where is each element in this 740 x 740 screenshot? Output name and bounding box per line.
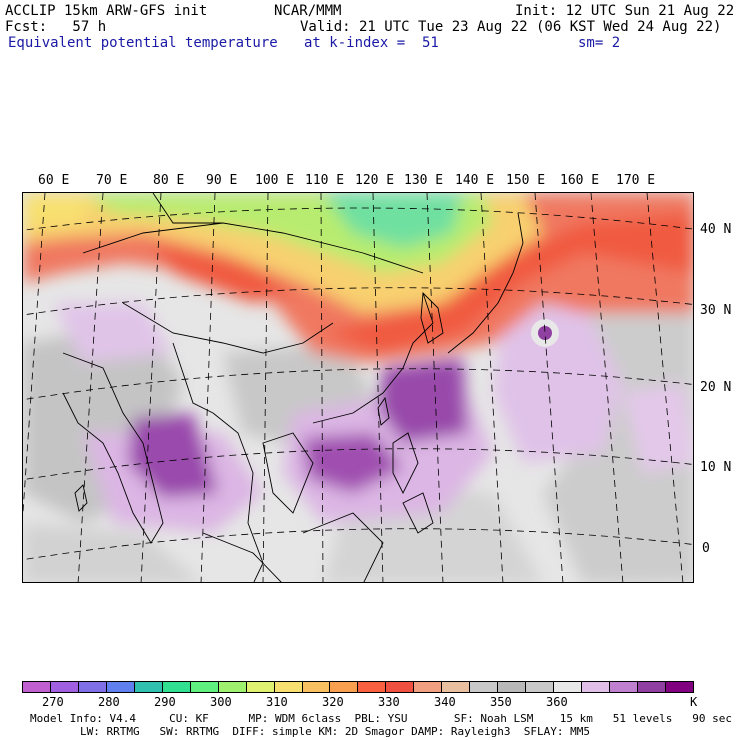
lat-label: 0 <box>702 541 710 556</box>
smoothing-label: sm= 2 <box>578 35 621 51</box>
colorbar-tick: 340 <box>434 695 456 709</box>
lon-label: 130 E <box>404 173 444 188</box>
lat-label: 20 N <box>700 380 732 395</box>
colorbar-cell <box>78 682 107 692</box>
lon-label: 150 E <box>506 173 546 188</box>
colorbar-tick: 360 <box>546 695 568 709</box>
theta-e-map <box>22 192 694 583</box>
colorbar-cell <box>442 682 471 692</box>
valid-time: Valid: 21 UTC Tue 23 Aug 22 (06 KST Wed … <box>300 19 722 35</box>
lat-label: 10 N <box>700 460 732 475</box>
map-canvas <box>23 193 693 582</box>
colorbar-cell <box>246 682 275 692</box>
colorbar-cell <box>470 682 499 692</box>
colorbar-tick: 270 <box>42 695 64 709</box>
colorbar-cell <box>330 682 359 692</box>
colorbar-tick: 290 <box>154 695 176 709</box>
lat-label: 40 N <box>700 222 732 237</box>
colorbar-cell <box>414 682 443 692</box>
init-time: Init: 12 UTC Sun 21 Aug 22 <box>515 3 735 19</box>
model-info: Model Info: V4.4 CU: KF MP: WDM 6class P… <box>30 712 732 725</box>
colorbar-cell <box>526 682 555 692</box>
colorbar-cell <box>358 682 387 692</box>
field-name: Equivalent potential temperature <box>8 35 278 51</box>
lon-label: 70 E <box>96 173 128 188</box>
lon-label: 60 E <box>38 173 70 188</box>
colorbar-cell <box>554 682 583 692</box>
colorbar-cell <box>274 682 303 692</box>
lon-label: 80 E <box>153 173 185 188</box>
colorbar-cell <box>610 682 638 692</box>
lon-label: 90 E <box>206 173 238 188</box>
lon-label: 100 E <box>255 173 295 188</box>
colorbar-cell <box>218 682 247 692</box>
k-index-label: at k-index = 51 <box>304 35 439 51</box>
colorbar-cell <box>190 682 219 692</box>
forecast-hour: Fcst: 57 h <box>5 19 107 35</box>
colorbar-tick: 320 <box>322 695 344 709</box>
colorbar-cell <box>50 682 79 692</box>
colorbar-cell <box>162 682 191 692</box>
colorbar-cell <box>386 682 415 692</box>
lat-label: 30 N <box>700 303 732 318</box>
lon-label: 120 E <box>355 173 395 188</box>
colorbar-cell <box>582 682 611 692</box>
colorbar-tick: 280 <box>98 695 120 709</box>
model-physics: LW: RRTMG SW: RRTMG DIFF: simple KM: 2D … <box>80 725 590 738</box>
colorbar-cell <box>134 682 163 692</box>
colorbar-cell <box>23 682 51 692</box>
lon-label: 170 E <box>616 173 656 188</box>
colorbar-cell <box>498 682 527 692</box>
colorbar-tick: 330 <box>378 695 400 709</box>
colorbar-unit: K <box>690 695 698 709</box>
lon-label: 110 E <box>305 173 345 188</box>
colorbar-cell <box>637 682 666 692</box>
colorbar-tick: 310 <box>266 695 288 709</box>
colorbar-cell <box>302 682 331 692</box>
colorbar-tick: 300 <box>210 695 232 709</box>
institution-label: NCAR/MMM <box>274 3 342 19</box>
colorbar-tick: 350 <box>490 695 512 709</box>
colorbar-cell <box>106 682 135 692</box>
colorbar-cell <box>665 682 693 692</box>
lon-label: 160 E <box>560 173 600 188</box>
lon-label: 140 E <box>455 173 495 188</box>
colorbar <box>22 681 694 693</box>
model-title: ACCLIP 15km ARW-GFS init <box>5 3 208 19</box>
